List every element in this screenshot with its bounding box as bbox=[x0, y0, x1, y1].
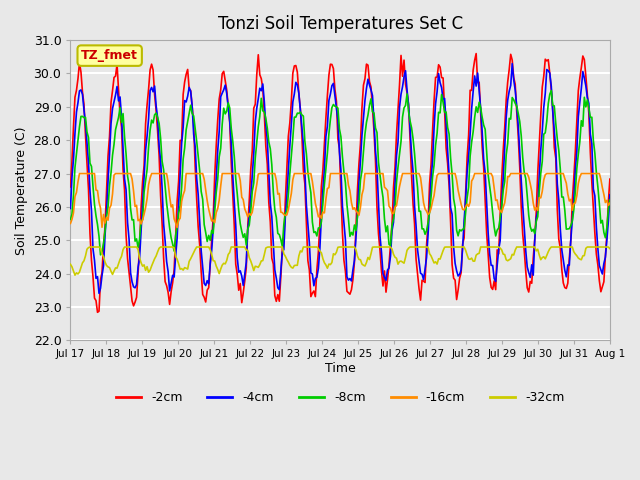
Y-axis label: Soil Temperature (C): Soil Temperature (C) bbox=[15, 126, 28, 254]
Text: TZ_fmet: TZ_fmet bbox=[81, 49, 138, 62]
X-axis label: Time: Time bbox=[324, 362, 356, 375]
Legend: -2cm, -4cm, -8cm, -16cm, -32cm: -2cm, -4cm, -8cm, -16cm, -32cm bbox=[111, 386, 570, 409]
Title: Tonzi Soil Temperatures Set C: Tonzi Soil Temperatures Set C bbox=[218, 15, 463, 33]
